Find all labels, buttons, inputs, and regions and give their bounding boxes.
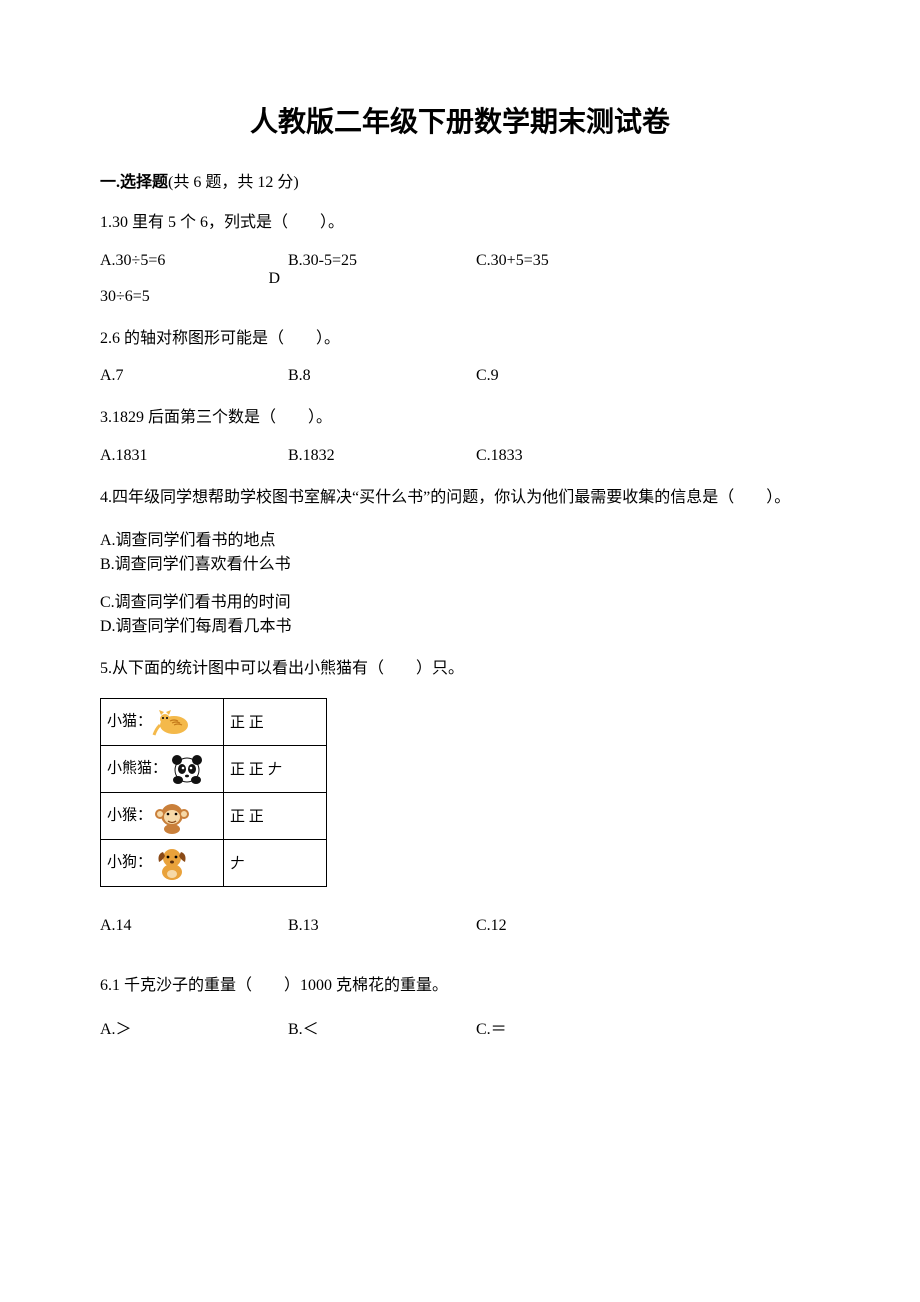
tally-table-wrap: 小猫： 正 正: [100, 698, 820, 887]
q1-option-b: B.30-5=25: [288, 252, 468, 270]
q5-option-a: A.14: [100, 917, 280, 935]
q6-option-a: A.＞: [100, 1015, 280, 1039]
section-header-rest: (共 6 题，共 12 分): [168, 174, 299, 191]
question-6-options: A.＞ B.＜ C.＝: [100, 1015, 820, 1039]
section-header: 一.选择题(共 6 题，共 12 分): [100, 168, 820, 192]
row-cat-label-cell: 小猫：: [101, 698, 224, 745]
q4-option-c: C.调查同学们看书用的时间: [100, 588, 460, 612]
q5-option-b: B.13: [288, 917, 468, 935]
q4-option-d: D.调查同学们每周看几本书: [100, 612, 460, 636]
question-2-options: A.7 B.8 C.9: [100, 367, 820, 385]
question-2: 2.6 的轴对称图形可能是（ ）。: [100, 326, 820, 352]
table-row: 小猴： 正 正: [101, 792, 327, 839]
q3-option-a: A.1831: [100, 447, 280, 465]
q1-option-d-prefix: D: [100, 270, 280, 288]
row-monkey-label: 小猴：: [107, 807, 152, 823]
question-3: 3.1829 后面第三个数是（ ）。: [100, 405, 820, 431]
question-4-options: A.调查同学们看书的地点 B.调查同学们喜欢看什么书 C.调查同学们看书用的时间…: [100, 526, 820, 636]
table-row: 小猫： 正 正: [101, 698, 327, 745]
q2-option-a: A.7: [100, 367, 280, 385]
monkey-icon: [152, 797, 192, 835]
q6-option-c: C.＝: [476, 1015, 656, 1039]
q2-option-c: C.9: [476, 367, 656, 385]
panda-icon: [167, 750, 207, 788]
row-panda-label: 小熊猫：: [107, 760, 167, 776]
q1-option-a: A.30÷5=6: [100, 252, 280, 270]
question-5: 5.从下面的统计图中可以看出小熊猫有（ ）只。: [100, 656, 820, 682]
question-5-options: A.14 B.13 C.12: [100, 917, 820, 935]
page-title: 人教版二年级下册数学期末测试卷: [100, 100, 820, 140]
section-header-bold: 一.选择题: [100, 174, 168, 191]
row-dog-label: 小狗：: [107, 854, 152, 870]
dog-icon: [152, 844, 192, 882]
row-cat-label: 小猫：: [107, 713, 152, 729]
question-4: 4.四年级同学想帮助学校图书室解决“买什么书”的问题，你认为他们最需要收集的信息…: [100, 485, 820, 511]
q4-option-a: A.调查同学们看书的地点: [100, 526, 460, 550]
q1-option-d-line2: 30÷6=5: [100, 288, 820, 306]
table-row: 小狗： 𠂇: [101, 839, 327, 886]
row-cat-tally: 正 正: [224, 698, 327, 745]
question-6: 6.1 千克沙子的重量（ ）1000 克棉花的重量。: [100, 973, 820, 999]
q1-option-c: C.30+5=35: [476, 252, 656, 270]
q5-option-c: C.12: [476, 917, 656, 935]
row-monkey-tally: 正 正: [224, 792, 327, 839]
question-1: 1.30 里有 5 个 6，列式是（ ）。: [100, 210, 820, 236]
q3-option-b: B.1832: [288, 447, 468, 465]
table-row: 小熊猫： 正 正 𠂇: [101, 745, 327, 792]
q2-option-b: B.8: [288, 367, 468, 385]
question-3-options: A.1831 B.1832 C.1833: [100, 447, 820, 465]
q3-option-c: C.1833: [476, 447, 656, 465]
tally-table: 小猫： 正 正: [100, 698, 327, 887]
q6-option-b: B.＜: [288, 1015, 468, 1039]
cat-icon: [152, 703, 192, 741]
row-monkey-label-cell: 小猴：: [101, 792, 224, 839]
row-dog-label-cell: 小狗：: [101, 839, 224, 886]
q4-option-b: B.调查同学们喜欢看什么书: [100, 550, 460, 574]
row-panda-tally: 正 正 𠂇: [224, 745, 327, 792]
question-1-options: A.30÷5=6 B.30-5=25 C.30+5=35 D 30÷6=5: [100, 252, 820, 306]
page: 人教版二年级下册数学期末测试卷 一.选择题(共 6 题，共 12 分) 1.30…: [0, 0, 920, 1119]
row-panda-label-cell: 小熊猫：: [101, 745, 224, 792]
row-dog-tally: 𠂇: [224, 839, 327, 886]
